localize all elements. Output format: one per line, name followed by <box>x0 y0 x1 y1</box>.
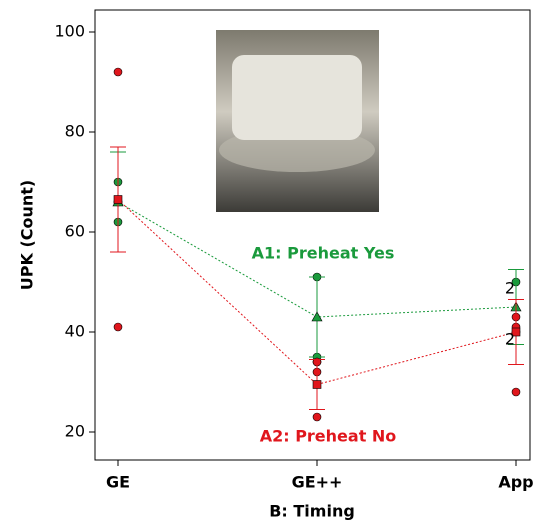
tie-count: 2 <box>505 279 515 298</box>
y-tick-label: 20 <box>65 422 85 441</box>
data-point <box>114 68 122 76</box>
y-axis-label: UPK (Count) <box>18 180 37 290</box>
mean-marker <box>313 381 321 389</box>
x-tick-label: App <box>498 473 533 492</box>
tie-count: 2 <box>505 330 515 349</box>
x-axis-label: B: Timing <box>269 502 355 521</box>
photo <box>216 30 379 212</box>
series-label: A1: Preheat Yes <box>252 244 395 263</box>
data-point <box>313 413 321 421</box>
chart: UPK (Count) B: Timing 20 40 60 80 100 GE GE++ A… <box>0 0 543 525</box>
x-tick-label: GE <box>106 473 130 492</box>
data-point <box>512 388 520 396</box>
y-tick-label: 60 <box>65 222 85 241</box>
y-tick-label: 80 <box>65 122 85 141</box>
data-point <box>114 323 122 331</box>
series-label: A2: Preheat No <box>260 427 397 446</box>
y-tick-label: 40 <box>65 322 85 341</box>
y-tick-label: 100 <box>54 22 85 41</box>
x-tick-label: GE++ <box>292 473 343 492</box>
mean-marker <box>114 196 122 204</box>
